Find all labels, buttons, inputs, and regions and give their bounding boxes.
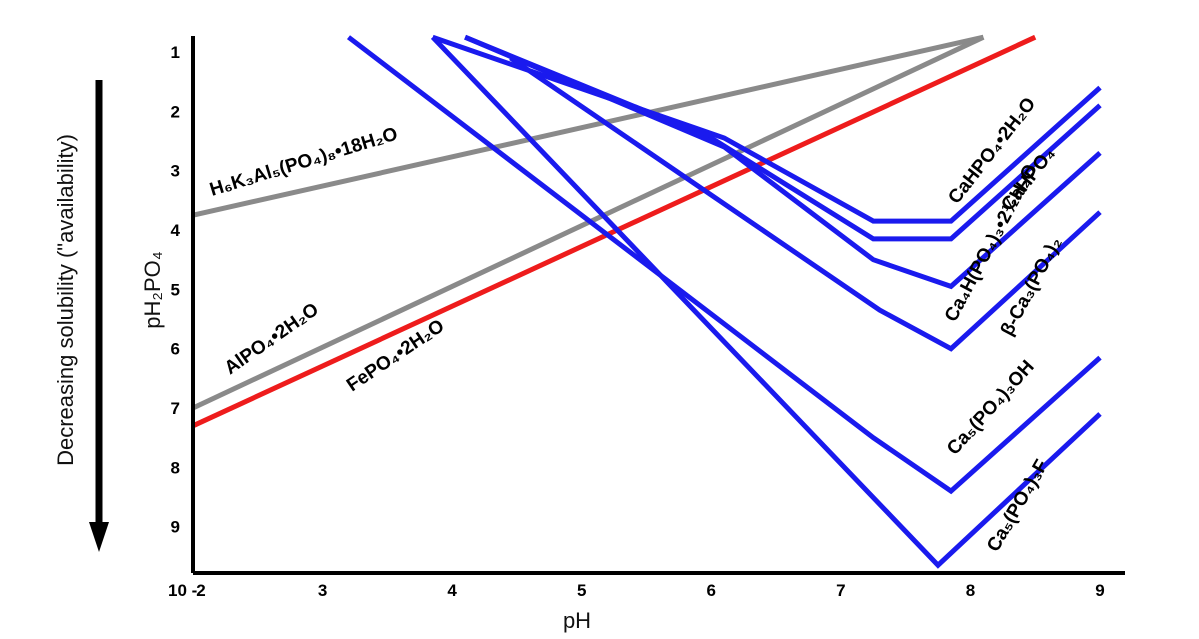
- y-tick-label: 9: [171, 518, 180, 537]
- curve-labels: H₆K₃Al₅(PO₄)₈•18H₂O AlPO₄•2H₂O FePO₄•2H₂…: [207, 94, 1066, 556]
- y-tick-labels: 1 2 3 4 5 6 7 8 9: [171, 43, 181, 537]
- x-axis-title: pH: [563, 608, 591, 633]
- label-alpo4: AlPO₄•2H₂O: [221, 299, 323, 379]
- x-tick-labels: 2 3 4 5 6 7 8 9: [196, 581, 1104, 600]
- x-tick-label: 7: [836, 581, 845, 600]
- series-line-0: [192, 34, 984, 218]
- x-tick-label: 5: [577, 581, 586, 600]
- x-tick-label: 4: [447, 581, 457, 600]
- series-lines: [191, 34, 1102, 569]
- series-line-7: [346, 35, 1102, 495]
- x-tick-label: 8: [966, 581, 975, 600]
- label-ca5-oh: Ca₅(PO₄)₃OH: [943, 357, 1039, 460]
- x-tick-label: 9: [1095, 581, 1104, 600]
- side-label: Decreasing solubility ("availability): [53, 134, 78, 466]
- y-tick-label: 7: [171, 399, 180, 418]
- y-tick-label: 4: [171, 221, 181, 240]
- series-line-5: [464, 34, 1102, 290]
- axes: [191, 36, 1125, 575]
- y-tick-label: 5: [171, 280, 180, 299]
- x-tick-label: 6: [707, 581, 716, 600]
- y-tick-label: 3: [171, 162, 180, 181]
- y-tick-label: 6: [171, 340, 180, 359]
- series-line-2: [191, 34, 1037, 429]
- y-tick-label: 2: [171, 102, 180, 121]
- x-tick-label: 3: [318, 581, 327, 600]
- label-ca5-f: Ca₅(PO₄)₃F: [983, 456, 1052, 555]
- y-origin-label: 10 -: [168, 581, 197, 600]
- series-line-6: [509, 55, 1102, 352]
- y-tick-label: 1: [171, 43, 180, 62]
- y-axis-title: pH₂PO₄: [140, 251, 165, 328]
- x-tick-label: 2: [196, 581, 205, 600]
- label-beta-ca3: β-Ca₃(PO₄)₂: [997, 234, 1067, 340]
- y-tick-label: 8: [171, 458, 180, 477]
- decreasing-solubility-arrow: [89, 80, 109, 552]
- series-line-8: [430, 35, 1102, 569]
